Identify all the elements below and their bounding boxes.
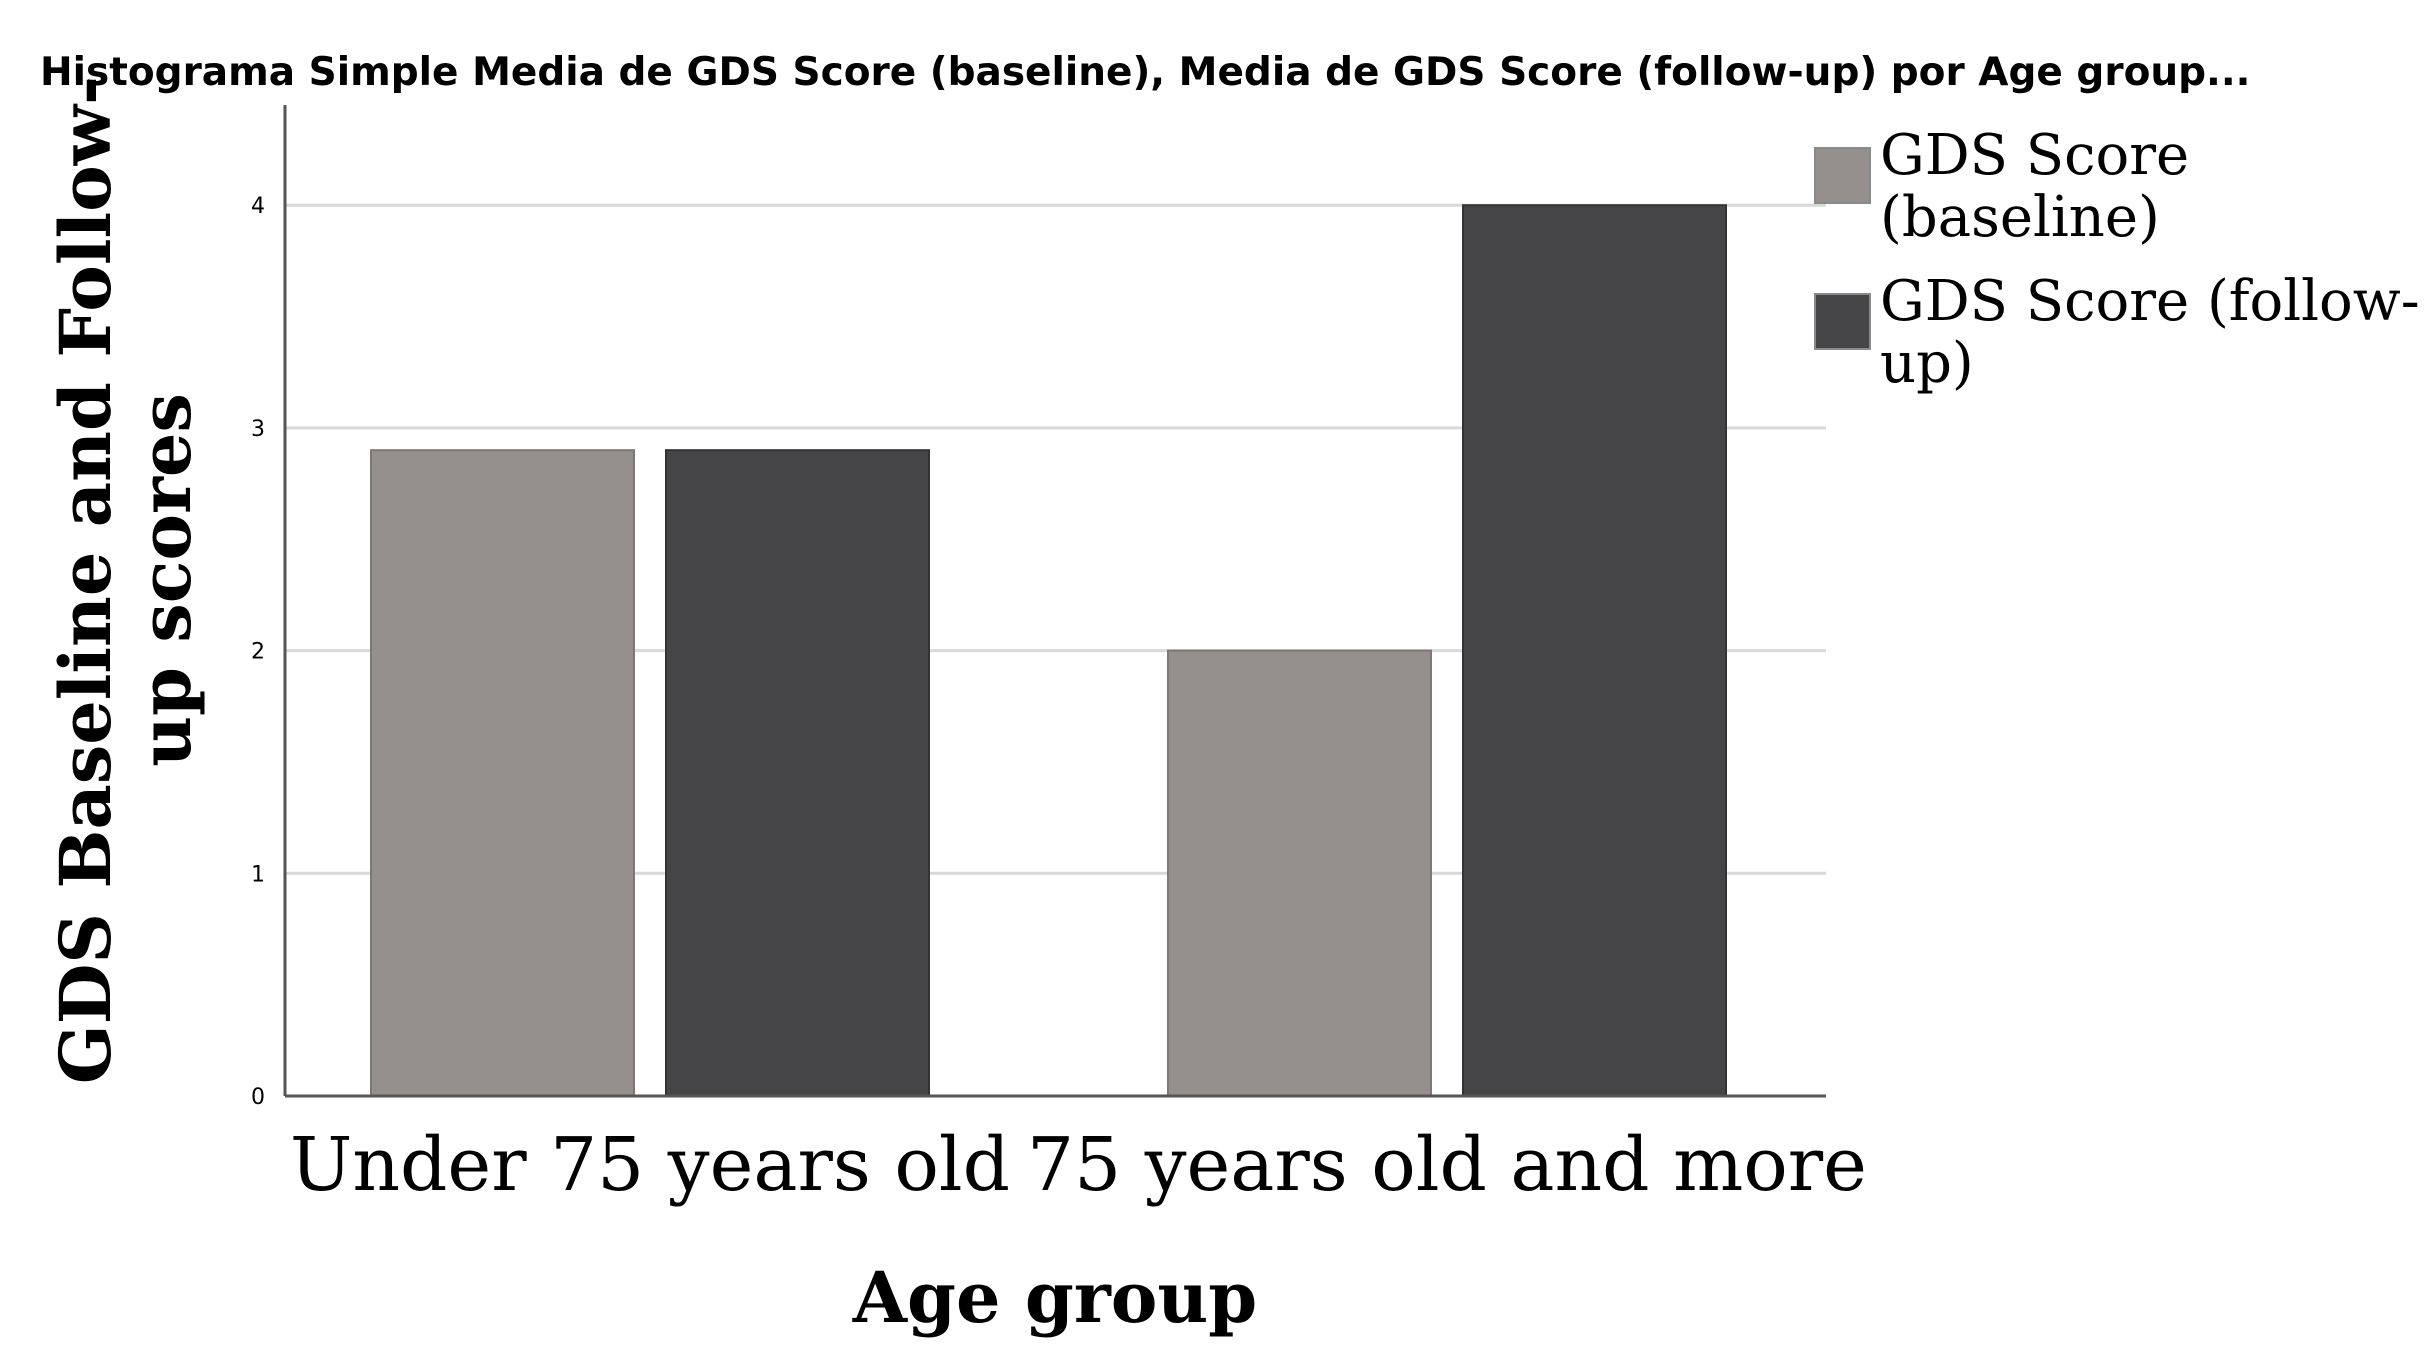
y-axis-title-line-2: up scores	[124, 393, 207, 767]
legend-label-follow-up-line-1: GDS Score (follow-	[1880, 269, 2420, 334]
y-tick-label: 3	[251, 417, 265, 442]
y-axis-title-line-1: GDS Baseline and Follow-	[44, 76, 127, 1084]
bar-follow-up-1	[1462, 204, 1727, 1097]
bar-baseline-0	[370, 449, 635, 1098]
x-tick-label: Under 75 years old	[290, 1122, 1010, 1208]
legend-label-baseline-line-2: (baseline)	[1880, 185, 2160, 250]
legend: GDS Score(baseline) GDS Score (follow-up)	[1814, 123, 2420, 396]
y-tick-label: 4	[251, 194, 265, 219]
y-tick-label: 2	[251, 640, 265, 665]
bars	[370, 204, 1727, 1098]
x-tick-labels: Under 75 years old 75 years old and more	[290, 1122, 1867, 1208]
chart-title: Histograma Simple Media de GDS Score (ba…	[40, 50, 2251, 95]
legend-label-follow-up-line-2: up)	[1880, 331, 1974, 396]
legend-swatch-baseline	[1814, 147, 1871, 204]
legend-swatch-follow-up	[1814, 293, 1871, 350]
y-tick-label: 1	[251, 862, 265, 887]
x-tick-label: 75 years old and more	[1027, 1122, 1867, 1208]
y-tick-labels: 0 1 2 3 4	[251, 194, 265, 1110]
legend-label-baseline-line-1: GDS Score	[1880, 123, 2189, 188]
x-axis-title: Age group	[852, 1256, 1258, 1339]
y-axis-title: GDS Baseline and Follow- up scores	[44, 76, 207, 1084]
bar-baseline-1	[1167, 649, 1432, 1097]
y-tick-label: 0	[251, 1085, 265, 1110]
bar-follow-up-0	[665, 449, 930, 1098]
